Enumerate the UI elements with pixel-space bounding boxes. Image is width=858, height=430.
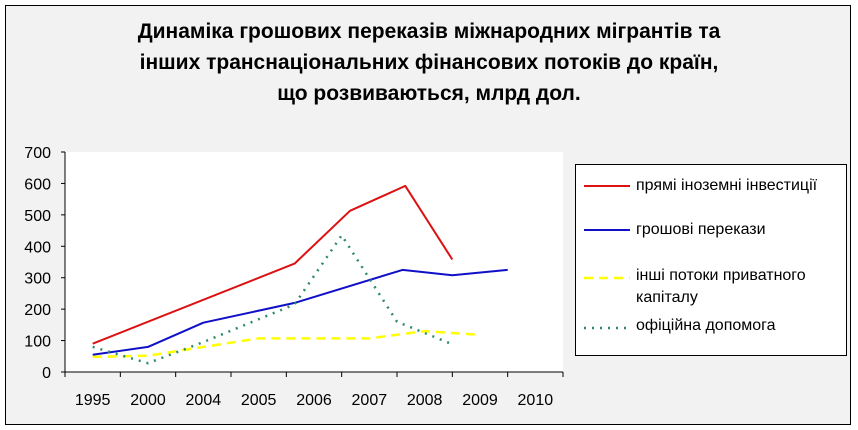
y-tick-label: 0 (42, 365, 51, 382)
legend-label-private-capital: інші потоки приватного капіталу (636, 267, 806, 306)
legend-swatch-official-aid (584, 326, 630, 330)
legend-swatch-fdi (584, 185, 630, 187)
plot-area (65, 152, 563, 372)
legend-swatch-private-capital (584, 276, 630, 280)
series-layer (92, 184, 508, 365)
x-tick-label: 2006 (296, 392, 332, 409)
y-tick-label: 500 (24, 208, 51, 225)
x-tick-label: 2004 (186, 392, 222, 409)
series-official-aid-line (92, 234, 453, 365)
legend-label-official-aid: офіційна допомога (636, 317, 776, 334)
y-tick-label: 100 (24, 334, 51, 351)
x-tick-label: 2008 (407, 392, 443, 409)
chart-title-line-2: інших транснаціональних фінансових поток… (139, 51, 719, 74)
legend: прямі іноземні інвестиції грошові перека… (575, 164, 847, 356)
y-tick-label: 700 (24, 145, 51, 162)
x-tick-label: 2009 (462, 392, 498, 409)
legend-label-fdi: прямі іноземні інвестиції (636, 177, 818, 194)
x-tick-label: 1995 (75, 392, 111, 409)
y-tick-label: 300 (24, 271, 51, 288)
x-tick-label: 2005 (241, 392, 277, 409)
series-private-capital-line (92, 329, 481, 359)
x-tick-label: 2010 (518, 392, 554, 409)
legend-swatch-remittances (584, 229, 630, 231)
axes (61, 151, 564, 377)
y-tick-label: 600 (24, 176, 51, 193)
y-tick-label: 400 (24, 239, 51, 256)
chart-title-line-3: що розвиваються, млрд дол. (277, 82, 581, 105)
legend-label-remittances: грошові перекази (636, 221, 766, 238)
x-tick-labels: 1995 2000 2004 2005 2006 2007 2008 2009 2010 (75, 392, 553, 409)
x-tick-label: 2007 (352, 392, 388, 409)
y-tick-label: 200 (24, 302, 51, 319)
x-tick-label: 2000 (130, 392, 166, 409)
chart-title: Динаміка грошових переказів міжнародних … (0, 16, 858, 109)
y-tick-labels: 700 600 500 400 300 200 100 0 (24, 145, 51, 382)
chart-title-line-1: Динаміка грошових переказів міжнародних … (137, 20, 721, 43)
series-fdi-line (92, 184, 454, 345)
